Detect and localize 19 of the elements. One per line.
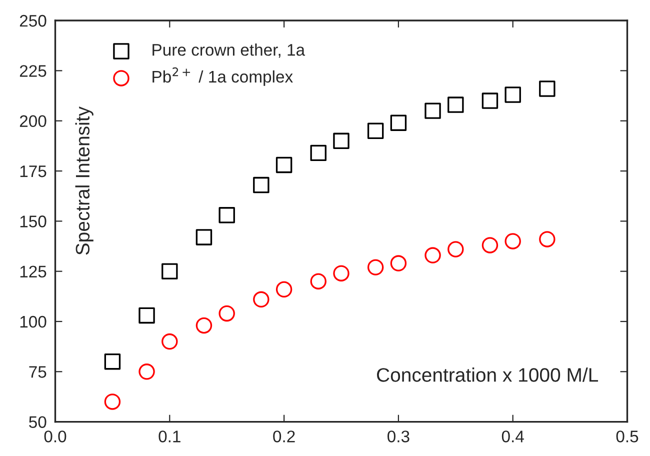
y-tick-label: 200 bbox=[20, 115, 46, 128]
x-tick-label: 0.3 bbox=[388, 430, 410, 442]
x-tick-label: 0.0 bbox=[44, 430, 66, 442]
y-tick-label: 250 bbox=[20, 14, 46, 27]
x-tick-label: 0.2 bbox=[273, 430, 295, 442]
y-axis-title: Spectral Intensity bbox=[75, 106, 94, 255]
legend-label: Pb$^{2+}$ / 1a complex bbox=[152, 67, 293, 86]
x-tick-label: 0.1 bbox=[158, 430, 180, 442]
x-tick-label: 0.5 bbox=[616, 430, 638, 442]
y-tick-label: 100 bbox=[20, 316, 46, 328]
y-tick-label: 125 bbox=[20, 266, 46, 278]
y-tick-label: 150 bbox=[20, 216, 46, 228]
y-tick-label: 50 bbox=[29, 416, 46, 428]
x-axis-title: Concentration x 1000 M/L bbox=[376, 368, 598, 382]
y-tick-label: 225 bbox=[20, 65, 46, 77]
y-tick-label: 75 bbox=[29, 366, 46, 378]
legend-label: Pure crown ether, 1a bbox=[152, 44, 306, 58]
x-tick-label: 0.4 bbox=[502, 430, 524, 442]
y-tick-label: 175 bbox=[20, 166, 46, 178]
